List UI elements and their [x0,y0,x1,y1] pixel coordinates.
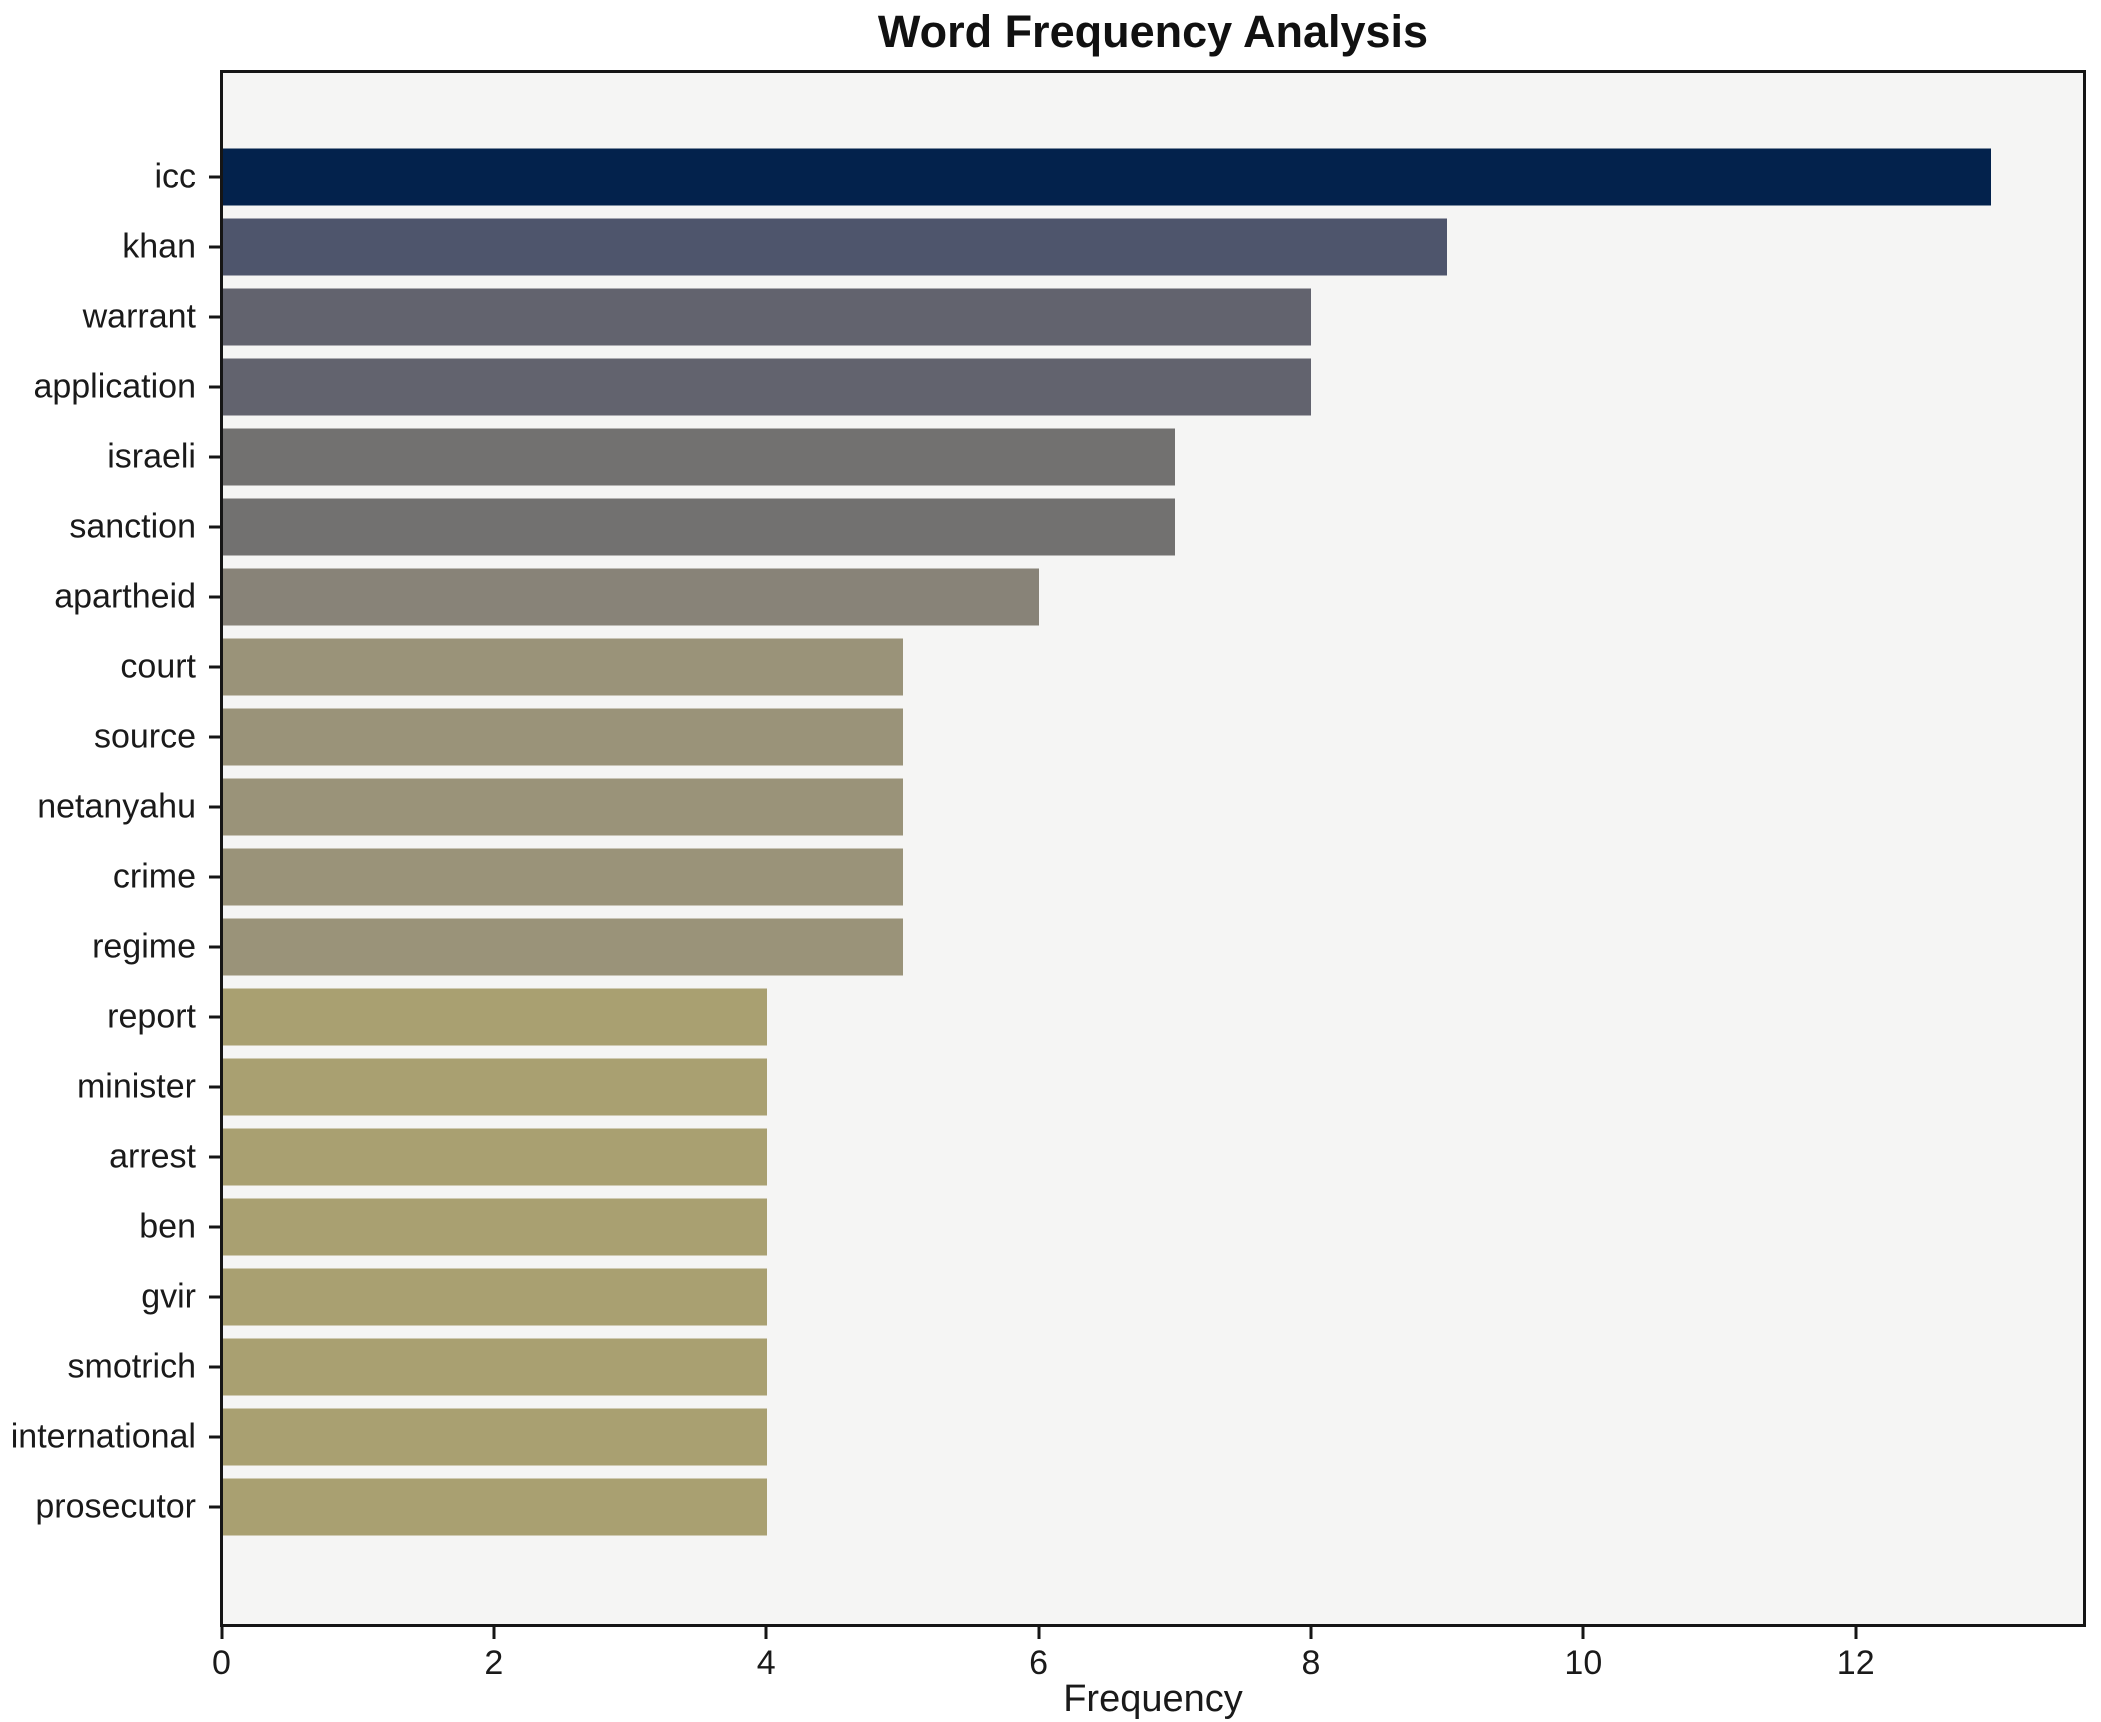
y-tick [209,1155,223,1159]
bar-row: regime [92,912,2083,982]
y-tick [209,1435,223,1439]
bar-row: apartheid [54,562,2083,632]
y-tick [209,805,223,809]
y-tick [209,525,223,529]
frequency-bar [223,288,1311,346]
category-label: application [33,367,196,406]
frequency-bar [223,498,1175,556]
bar-row: source [94,702,2083,772]
x-tick [1581,1625,1585,1639]
bar-row: international [11,1402,2083,1472]
category-label: crime [112,857,196,896]
y-tick [209,1225,223,1229]
category-label: gvir [141,1277,196,1316]
y-tick [209,1505,223,1509]
frequency-bar [223,1408,767,1466]
bar-row: report [107,982,2083,1052]
frequency-bar [223,358,1311,416]
bar-row: smotrich [68,1332,2083,1402]
frequency-bar [223,568,1039,626]
frequency-bar [223,1268,767,1326]
frequency-bar [223,1198,767,1256]
category-label: report [107,997,196,1036]
y-tick [209,1015,223,1019]
bars-region: icc khan warrant application israeli sanction… [11,142,2083,1542]
category-label: prosecutor [35,1487,196,1526]
y-tick [209,595,223,599]
category-label: arrest [109,1137,196,1176]
chart-title: Word Frequency Analysis [877,6,1429,57]
x-tick-label: 4 [756,1644,776,1682]
frequency-bar [223,1128,767,1186]
frequency-bar [223,708,903,766]
x-tick-label: 6 [1029,1644,1049,1682]
frequency-bar [223,148,1991,206]
bar-row: khan [122,212,2083,282]
frequency-bar [223,1058,767,1116]
y-tick [209,175,223,179]
bar-row: ben [139,1192,2083,1262]
bar-row: prosecutor [35,1472,2083,1542]
bar-row: icc [154,142,2083,212]
y-tick [209,875,223,879]
x-tick [220,1625,223,1639]
bar-row: arrest [109,1122,2083,1192]
category-label: regime [92,927,196,966]
bar-row: crime [113,842,2083,912]
x-tick [1309,1625,1313,1639]
frequency-bar [223,1478,767,1536]
category-label: sanction [69,507,196,546]
plot-area: icc khan warrant application israeli sanction… [11,70,2086,1627]
x-tick-label: 10 [1564,1644,1603,1682]
x-tick [1037,1625,1041,1639]
bar-row: warrant [83,282,2083,352]
category-label: ben [139,1207,196,1246]
y-tick [209,455,223,459]
category-label: icc [154,157,196,196]
bar-row: netanyahu [37,772,2083,842]
frequency-bar [223,918,903,976]
y-tick [209,385,223,389]
x-axis-label: Frequency [1063,1678,1243,1720]
y-tick [209,945,223,949]
x-tick-label: 0 [212,1644,231,1682]
frequency-bar [223,638,903,696]
category-label: warrant [82,297,196,336]
frequency-bar [223,778,903,836]
x-tick [492,1625,496,1639]
category-label: israeli [107,437,196,476]
frequency-bar [223,848,903,906]
bar-row: court [120,632,2083,702]
bar-row: israeli [107,422,2083,492]
category-label: netanyahu [37,787,196,826]
y-tick [209,1085,223,1089]
frequency-bar [223,218,1447,276]
frequency-bar [223,1338,767,1396]
category-label: international [10,1417,196,1456]
x-tick-label: 2 [484,1644,504,1682]
bar-row: sanction [69,492,2083,562]
category-label: source [93,717,196,756]
bar-row: minister [77,1052,2083,1122]
x-tick-label: 12 [1836,1644,1875,1682]
category-label: khan [122,227,196,266]
x-tick [764,1625,768,1639]
category-label: smotrich [67,1347,196,1386]
y-tick [209,735,223,739]
category-label: court [120,647,196,686]
y-tick [209,1295,223,1299]
frequency-bar [223,428,1175,486]
bar-row: gvir [141,1262,2083,1332]
y-tick [209,245,223,249]
frequency-bar [223,988,767,1046]
y-tick [209,665,223,669]
bar-row: application [33,352,2083,422]
y-tick [209,315,223,319]
x-tick-label: 8 [1301,1644,1321,1682]
category-label: apartheid [54,577,196,616]
y-tick [209,1365,223,1369]
x-tick [1854,1625,1858,1639]
category-label: minister [76,1067,196,1106]
